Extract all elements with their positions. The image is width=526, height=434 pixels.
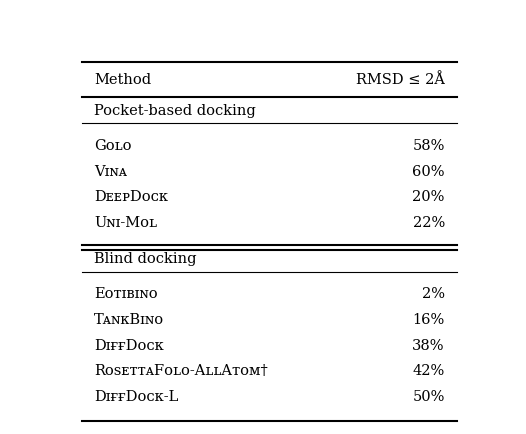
Text: RᴏsᴇᴛᴛᴀFᴏʟᴏ-AʟʟAᴛᴏᴍ†: RᴏsᴇᴛᴛᴀFᴏʟᴏ-AʟʟAᴛᴏᴍ†: [94, 365, 268, 378]
Text: Blind docking: Blind docking: [94, 252, 197, 266]
Text: 50%: 50%: [412, 390, 445, 404]
Text: RMSD ≤ 2Å: RMSD ≤ 2Å: [356, 73, 445, 88]
Text: DᴇᴇᴘDᴏᴄᴋ: DᴇᴇᴘDᴏᴄᴋ: [94, 191, 168, 204]
Text: 60%: 60%: [412, 164, 445, 179]
Text: DɪғғDᴏᴄᴋ-L: DɪғғDᴏᴄᴋ-L: [94, 390, 179, 404]
Text: Method: Method: [94, 73, 151, 88]
Text: 20%: 20%: [412, 191, 445, 204]
Text: Uɴɪ-Mᴏʟ: Uɴɪ-Mᴏʟ: [94, 216, 157, 230]
Text: Gᴏʟᴏ: Gᴏʟᴏ: [94, 139, 132, 153]
Text: 42%: 42%: [412, 365, 445, 378]
Text: 22%: 22%: [412, 216, 445, 230]
Text: DɪғғDᴏᴄᴋ: DɪғғDᴏᴄᴋ: [94, 339, 164, 353]
Text: 16%: 16%: [412, 313, 445, 327]
Text: Pocket-based docking: Pocket-based docking: [94, 104, 256, 118]
Text: 58%: 58%: [412, 139, 445, 153]
Text: 2%: 2%: [422, 287, 445, 301]
Text: 38%: 38%: [412, 339, 445, 353]
Text: Eᴏᴛɪʙɪɴᴏ: Eᴏᴛɪʙɪɴᴏ: [94, 287, 158, 301]
Text: TᴀɴᴋBɪɴᴏ: TᴀɴᴋBɪɴᴏ: [94, 313, 165, 327]
Text: Vɪɴᴀ: Vɪɴᴀ: [94, 164, 127, 179]
